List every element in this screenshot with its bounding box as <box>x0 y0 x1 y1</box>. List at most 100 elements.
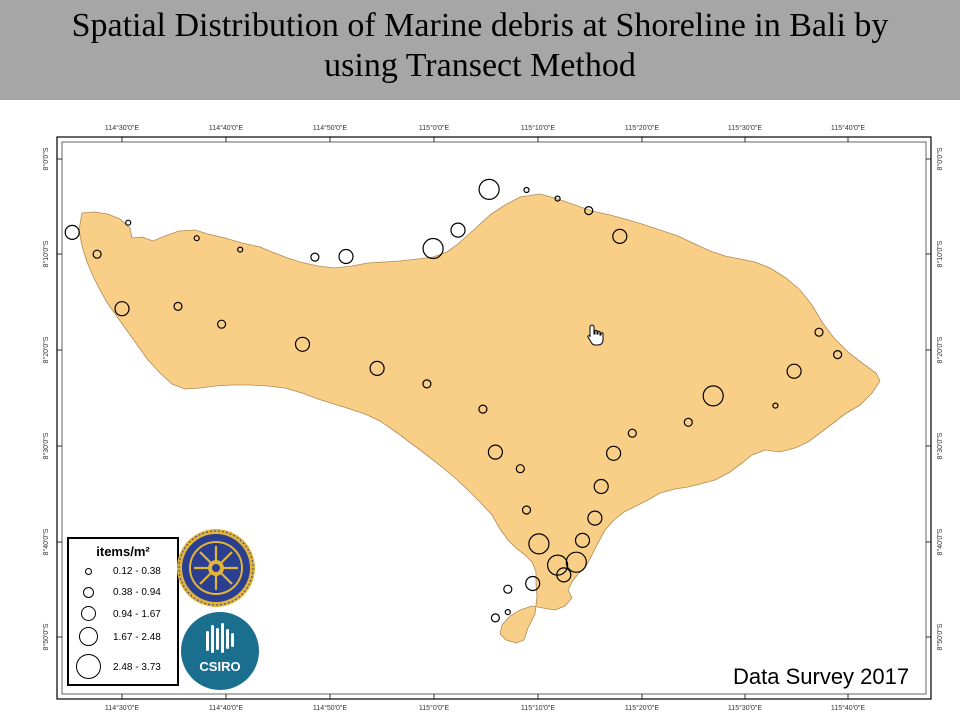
lat-tick-label-right: 8°0'0"S <box>936 147 944 170</box>
sample-site-marker <box>422 237 444 260</box>
sample-site-marker <box>64 224 80 240</box>
legend-symbol <box>81 606 96 621</box>
legend-row: 0.38 - 0.94 <box>69 583 177 613</box>
sample-site-marker <box>490 613 500 623</box>
lon-tick-label-bottom: 115°0'0"E <box>419 704 450 712</box>
lon-tick-label-bottom: 115°30'0"E <box>728 704 762 712</box>
sample-site-marker <box>554 195 561 202</box>
lat-tick-label-left: 8°30'0"S <box>42 432 50 459</box>
sample-site-marker <box>338 248 354 265</box>
legend-label: 0.94 - 1.67 <box>113 609 161 620</box>
lat-tick-label-right: 8°10'0"S <box>936 240 944 267</box>
lon-tick-label-bottom: 115°40'0"E <box>831 704 865 712</box>
lat-tick-label-left: 8°50'0"S <box>42 623 50 650</box>
lon-tick-label-top: 115°0'0"E <box>419 124 450 132</box>
lon-tick-label-top: 114°30'0"E <box>105 124 139 132</box>
legend-symbol <box>79 627 98 646</box>
sample-site-marker <box>832 350 843 360</box>
sample-site-marker <box>193 235 200 242</box>
sample-site-marker <box>504 608 511 616</box>
sample-site-marker <box>772 402 779 409</box>
lat-tick-label-left: 8°20'0"S <box>42 336 50 363</box>
sample-site-marker <box>786 363 802 379</box>
sample-site-marker <box>525 575 541 592</box>
lon-tick-label-bottom: 114°50'0"E <box>313 704 347 712</box>
sample-site-marker <box>125 219 132 226</box>
legend-title: items/m² <box>96 544 150 559</box>
graticule-ticks: 114°30'0"E 114°30'0"E 114°40'0"E 114°40'0"E… <box>42 124 944 712</box>
sample-sites <box>64 178 843 623</box>
survey-label: Data Survey 2017 <box>733 664 910 689</box>
lon-tick-label-top: 114°40'0"E <box>209 124 243 132</box>
sample-site-marker <box>503 584 513 594</box>
sample-site-marker <box>217 319 227 329</box>
university-seal-icon <box>177 529 255 607</box>
sample-site-marker <box>593 478 609 495</box>
legend-row: 2.48 - 3.73 <box>69 653 177 683</box>
lon-tick-label-top: 115°20'0"E <box>625 124 659 132</box>
title-bar: Spatial Distribution of Marine debris at… <box>0 0 960 100</box>
sample-site-marker <box>627 428 637 438</box>
sample-site-marker <box>612 228 628 244</box>
sample-site-marker <box>521 505 532 515</box>
sample-site-marker <box>487 444 503 460</box>
sample-site-marker <box>574 532 591 549</box>
sample-site-marker <box>556 567 572 583</box>
lat-tick-label-right: 8°30'0"S <box>936 432 944 459</box>
hand-cursor-icon <box>587 324 604 346</box>
lat-tick-label-left: 8°10'0"S <box>42 240 50 267</box>
sample-site-marker <box>515 464 525 474</box>
sample-site-marker <box>237 246 244 253</box>
sample-site-marker <box>450 222 466 238</box>
lat-tick-label-right: 8°50'0"S <box>936 623 944 650</box>
legend-label: 0.38 - 0.94 <box>113 587 161 598</box>
sample-site-marker <box>565 551 587 573</box>
sample-site-marker <box>422 379 432 389</box>
lat-tick-label-left: 8°0'0"S <box>42 147 50 170</box>
sample-site-marker <box>584 206 594 216</box>
csiro-logo-icon: CSIRO <box>181 612 259 690</box>
legend-symbol <box>83 587 94 598</box>
sample-site-marker <box>523 186 530 194</box>
svg-text:CSIRO: CSIRO <box>199 659 240 674</box>
legend-row: 1.67 - 2.48 <box>69 625 177 655</box>
bali-island <box>78 193 881 644</box>
sample-site-marker <box>310 252 320 262</box>
legend-row: 0.12 - 0.38 <box>69 563 177 593</box>
lon-tick-label-top: 115°10'0"E <box>521 124 555 132</box>
lon-tick-label-top: 114°50'0"E <box>313 124 347 132</box>
legend-symbol <box>85 568 92 575</box>
lat-tick-label-left: 8°40'0"S <box>42 528 50 555</box>
lon-tick-label-bottom: 114°40'0"E <box>209 704 243 712</box>
lon-tick-label-top: 115°40'0"E <box>831 124 865 132</box>
sample-site-marker <box>478 178 500 200</box>
map-title: Spatial Distribution of Marine debris at… <box>0 6 960 86</box>
sample-site-marker <box>546 554 569 576</box>
legend: items/m² 0.12 - 0.38 0.38 - 0.94 0.94 - … <box>67 537 179 686</box>
map-frame-inner <box>61 141 927 695</box>
sample-site-marker <box>587 510 603 526</box>
sample-site-marker <box>702 385 724 407</box>
sample-site-marker <box>814 327 824 337</box>
sample-site-marker <box>294 336 311 352</box>
sample-site-marker <box>478 404 488 414</box>
legend-label: 0.12 - 0.38 <box>113 566 161 577</box>
legend-label: 1.67 - 2.48 <box>113 632 161 643</box>
lon-tick-label-bottom: 115°20'0"E <box>625 704 659 712</box>
sample-site-marker <box>92 249 102 259</box>
sample-site-marker <box>605 445 622 461</box>
legend-label: 2.48 - 3.73 <box>113 662 161 673</box>
map-canvas: 114°30'0"E 114°30'0"E 114°40'0"E 114°40'0"E… <box>42 124 944 712</box>
lon-tick-label-bottom: 115°10'0"E <box>521 704 555 712</box>
legend-symbol <box>76 654 101 679</box>
sample-site-marker <box>683 417 693 427</box>
lon-tick-label-bottom: 114°30'0"E <box>105 704 139 712</box>
map-title-line2: using Transect Method <box>324 47 636 84</box>
sample-site-marker <box>528 533 550 555</box>
sample-site-marker <box>114 301 130 317</box>
sample-site-marker <box>173 301 183 311</box>
lat-tick-label-right: 8°20'0"S <box>936 336 944 363</box>
legend-row: 0.94 - 1.67 <box>69 603 177 633</box>
sample-site-marker <box>369 360 385 376</box>
lat-tick-label-right: 8°40'0"S <box>936 528 944 555</box>
